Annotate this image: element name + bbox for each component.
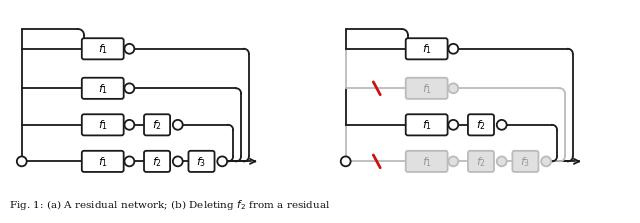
Text: $f_1$: $f_1$: [422, 82, 432, 96]
Text: $f_1$: $f_1$: [98, 42, 108, 56]
Text: $f_1$: $f_1$: [98, 118, 108, 132]
FancyBboxPatch shape: [82, 78, 124, 99]
Circle shape: [340, 156, 351, 166]
Circle shape: [497, 120, 507, 130]
FancyBboxPatch shape: [406, 78, 447, 99]
Text: $f_2$: $f_2$: [152, 118, 162, 132]
Text: $f_1$: $f_1$: [422, 118, 432, 132]
Text: $f_3$: $f_3$: [520, 155, 531, 169]
Circle shape: [449, 83, 458, 93]
Text: $f_1$: $f_1$: [422, 155, 432, 169]
Circle shape: [449, 44, 458, 54]
Text: $f_2$: $f_2$: [152, 155, 162, 169]
FancyBboxPatch shape: [188, 151, 214, 172]
Circle shape: [124, 156, 134, 166]
FancyBboxPatch shape: [82, 114, 124, 135]
Circle shape: [449, 120, 458, 130]
Circle shape: [124, 83, 134, 93]
Circle shape: [541, 156, 551, 166]
FancyBboxPatch shape: [406, 151, 447, 172]
Circle shape: [173, 156, 183, 166]
Circle shape: [218, 156, 227, 166]
Circle shape: [449, 156, 458, 166]
Text: $f_1$: $f_1$: [422, 42, 432, 56]
FancyBboxPatch shape: [513, 151, 538, 172]
Circle shape: [17, 156, 27, 166]
FancyBboxPatch shape: [144, 151, 170, 172]
Circle shape: [173, 120, 183, 130]
Text: Fig. 1: (a) A residual network; (b) Deleting $f_2$ from a residual: Fig. 1: (a) A residual network; (b) Dele…: [9, 198, 330, 212]
Text: $f_3$: $f_3$: [196, 155, 207, 169]
Text: $f_2$: $f_2$: [476, 155, 486, 169]
Circle shape: [497, 156, 507, 166]
FancyBboxPatch shape: [468, 114, 494, 135]
Circle shape: [124, 120, 134, 130]
Text: $f_2$: $f_2$: [476, 118, 486, 132]
FancyBboxPatch shape: [406, 114, 447, 135]
FancyBboxPatch shape: [82, 151, 124, 172]
FancyBboxPatch shape: [406, 38, 447, 59]
FancyBboxPatch shape: [144, 114, 170, 135]
Circle shape: [124, 44, 134, 54]
FancyBboxPatch shape: [468, 151, 494, 172]
Text: $f_1$: $f_1$: [98, 82, 108, 96]
FancyBboxPatch shape: [82, 38, 124, 59]
Text: $f_1$: $f_1$: [98, 155, 108, 169]
